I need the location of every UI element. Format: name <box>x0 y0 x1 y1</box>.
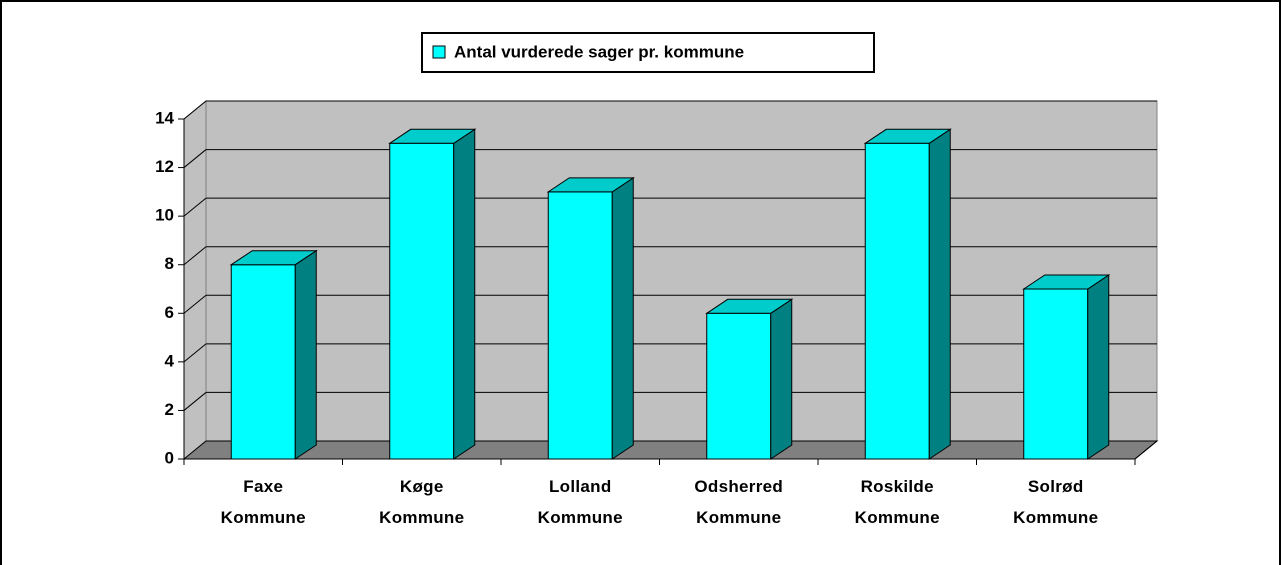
bar-top <box>1022 274 1111 290</box>
bar-top <box>388 128 477 144</box>
bar-side <box>770 298 793 460</box>
x-tick-label: Roskilde Kommune <box>854 477 940 527</box>
bar <box>1022 274 1111 460</box>
grid-line <box>183 149 207 168</box>
grid-line <box>183 100 207 120</box>
bar-side <box>453 128 476 460</box>
bar-top <box>546 177 635 193</box>
bar-side <box>294 249 317 460</box>
x-tick-label: Lolland Kommune <box>537 477 623 527</box>
bar <box>388 128 477 460</box>
grid-line <box>183 392 207 411</box>
y-tick-label: 0 <box>165 448 174 467</box>
legend-label: Antal vurderede sager pr. kommune <box>454 42 744 61</box>
floor <box>182 440 1159 460</box>
x-tick-label: Køge Kommune <box>379 477 465 527</box>
grid-line <box>183 197 207 217</box>
bar <box>863 128 952 460</box>
y-tick-label: 2 <box>165 400 174 419</box>
side-wall <box>183 99 207 461</box>
bar-top <box>863 128 952 144</box>
legend-swatch <box>432 45 446 59</box>
bar-front <box>230 264 296 460</box>
y-tick-label: 14 <box>155 108 174 127</box>
y-tick-label: 4 <box>165 351 175 370</box>
bar-front <box>389 142 455 460</box>
bar-side <box>1087 274 1110 460</box>
y-tick-label: 12 <box>155 157 174 176</box>
bar <box>229 249 318 460</box>
y-tick-label: 8 <box>165 254 174 273</box>
grid-line <box>183 246 207 266</box>
legend-box <box>421 32 875 73</box>
y-tick-label: 6 <box>165 303 174 322</box>
bar-front <box>547 191 613 460</box>
bar <box>546 176 635 460</box>
bar-top <box>705 298 794 314</box>
x-tick-label: Faxe Kommune <box>220 477 306 527</box>
bar-side <box>928 128 951 460</box>
x-tick-label: Solrød Kommune <box>1013 477 1099 527</box>
grid-line <box>183 343 207 363</box>
bar-front <box>706 312 772 460</box>
bar-side <box>611 176 634 460</box>
x-tick-label: Odsherred Kommune <box>694 477 784 527</box>
back-wall <box>205 100 1158 442</box>
x-axis-end <box>1134 440 1158 460</box>
bar <box>705 298 794 460</box>
y-tick-label: 10 <box>155 206 174 225</box>
grid-line <box>183 294 207 314</box>
bar-front <box>864 142 930 460</box>
bar-top <box>229 250 318 266</box>
bar-front <box>1023 288 1089 460</box>
